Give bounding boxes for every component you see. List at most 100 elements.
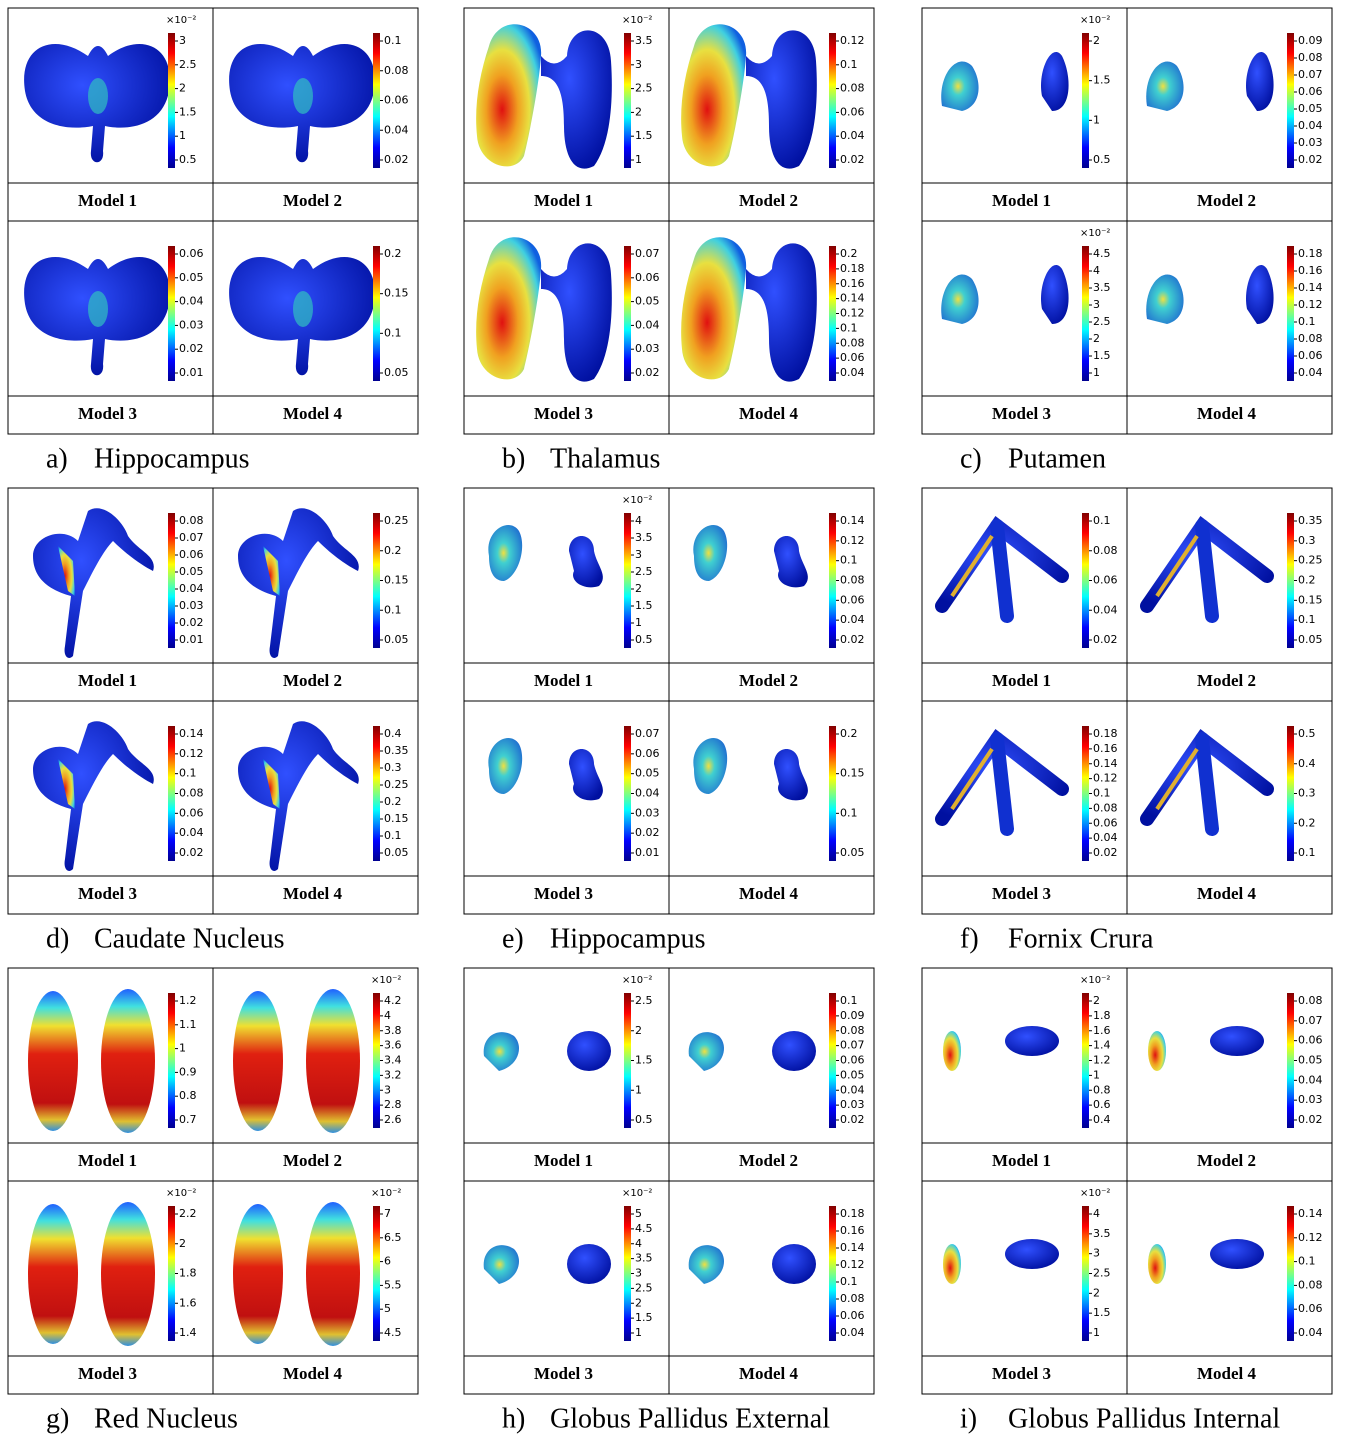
colorbar-tick-label: 0.08: [840, 1292, 865, 1305]
colorbar-tick-label: 0.08: [840, 82, 865, 95]
colorbar-tick-label: 0.12: [1093, 772, 1118, 785]
panel: 0.10.080.060.040.02Model 10.350.30.250.2…: [922, 488, 1332, 954]
model-label: Model 2: [1197, 1151, 1256, 1170]
region-shape: [101, 989, 155, 1133]
colorbar-tick-label: 0.12: [840, 307, 865, 320]
colorbar-tick-label: 3.6: [384, 1039, 402, 1052]
colorbar-tick-label: 0.3: [384, 761, 402, 774]
colorbar-tick-label: 0.04: [840, 1326, 865, 1339]
colorbar-tick-label: 0.14: [1093, 757, 1118, 770]
colorbar-tick-label: 0.2: [384, 544, 402, 557]
colorbar: [624, 993, 631, 1128]
colorbar-tick-label: 0.15: [1298, 593, 1323, 606]
colorbar-tick-label: 0.04: [384, 123, 409, 136]
colorbar-tick-label: 0.08: [1298, 51, 1323, 64]
colorbar: [1287, 1206, 1294, 1341]
colorbar-tick-label: 0.05: [384, 633, 409, 646]
colorbar-tick-label: 0.02: [179, 342, 204, 355]
region-shape: [1146, 275, 1183, 324]
colorbar-tick-label: 1.4: [179, 1326, 197, 1339]
colorbar-tick-label: 0.03: [1298, 136, 1323, 149]
colorbar-tick-label: 0.02: [1298, 1113, 1323, 1126]
colorbar-tick-label: 0.14: [840, 1241, 865, 1254]
colorbar-tick-label: 3.4: [384, 1054, 402, 1067]
region-shape: [997, 739, 1007, 829]
region-shape: [774, 749, 808, 800]
colorbar-tick-label: 0.18: [1093, 727, 1118, 740]
colorbar-tick-label: 0.03: [635, 342, 660, 355]
region-shape: [1041, 52, 1069, 111]
region-render: [238, 508, 359, 658]
colorbar-tick-label: 2: [1093, 1286, 1100, 1299]
colorbar-tick-label: 0.1: [1298, 1255, 1316, 1268]
colorbar-tick-label: 0.07: [179, 531, 204, 544]
colorbar-exponent: ×10⁻²: [166, 15, 196, 26]
region-render: [233, 989, 360, 1133]
region-shape: [997, 526, 1007, 616]
colorbar-tick-label: 0.12: [1298, 298, 1323, 311]
colorbar-tick-label: 0.5: [1093, 153, 1111, 166]
region-render: [24, 257, 170, 375]
colorbar-tick-label: 2.8: [384, 1098, 402, 1111]
colorbar-tick-label: 0.08: [840, 1024, 865, 1037]
region-shape: [1202, 526, 1212, 616]
colorbar-tick-label: 5: [635, 1207, 642, 1220]
region-shape: [693, 525, 727, 581]
colorbar-tick-label: 0.04: [635, 787, 660, 800]
region-render: [24, 44, 170, 162]
colorbar-tick-label: 1.1: [179, 1018, 197, 1031]
region-shape: [1210, 1026, 1264, 1056]
region-shape: [1146, 62, 1183, 111]
colorbar: [1287, 726, 1294, 861]
colorbar-tick-label: 2.5: [179, 58, 197, 71]
model-label: Model 2: [739, 671, 798, 690]
colorbar-tick-label: 3: [1093, 298, 1100, 311]
caption-label: a): [46, 443, 68, 474]
colorbar-tick-label: 1.5: [635, 129, 653, 142]
colorbar: [624, 513, 631, 648]
colorbar-tick-label: 0.14: [1298, 1207, 1323, 1220]
colorbar-tick-label: 0.06: [840, 105, 865, 118]
region-render: [942, 739, 1062, 829]
region-shape: [484, 1032, 519, 1071]
region-shape: [238, 721, 359, 871]
colorbar-tick-label: 0.8: [179, 1089, 197, 1102]
model-label: Model 3: [534, 404, 593, 423]
region-render: [1147, 739, 1267, 829]
region-render: [693, 738, 808, 800]
colorbar: [624, 1206, 631, 1341]
region-render: [689, 1244, 816, 1284]
colorbar-tick-label: 0.1: [384, 603, 402, 616]
model-label: Model 2: [739, 1151, 798, 1170]
caption-title: Hippocampus: [550, 923, 706, 954]
colorbar-tick-label: 0.18: [840, 262, 865, 275]
colorbar: [373, 513, 380, 648]
region-render: [476, 237, 612, 381]
colorbar-tick-label: 0.08: [384, 64, 409, 77]
colorbar-tick-label: 3.8: [384, 1024, 402, 1037]
model-label: Model 1: [78, 671, 137, 690]
colorbar-exponent: ×10⁻²: [1080, 228, 1110, 239]
colorbar-tick-label: 0.2: [840, 247, 858, 260]
colorbar-tick-label: 2: [1093, 332, 1100, 345]
colorbar-tick-label: 0.05: [384, 366, 409, 379]
colorbar-tick-label: 1: [1093, 1068, 1100, 1081]
colorbar-tick-label: 0.02: [840, 1113, 865, 1126]
colorbar-tick-label: 0.09: [840, 1009, 865, 1022]
region-shape: [772, 1031, 816, 1071]
colorbar: [168, 33, 175, 168]
colorbar-tick-label: 0.06: [1093, 816, 1118, 829]
colorbar-tick-label: 0.02: [1093, 633, 1118, 646]
colorbar-tick-label: 3.5: [1093, 281, 1111, 294]
colorbar-tick-label: 0.1: [840, 806, 858, 819]
colorbar-tick-label: 3.5: [635, 34, 653, 47]
colorbar-tick-label: 0.07: [840, 1039, 865, 1052]
colorbar-tick-label: 0.1: [1093, 787, 1111, 800]
colorbar-tick-label: 2.2: [179, 1207, 197, 1220]
colorbar-tick-label: 2.5: [1093, 1267, 1111, 1280]
colorbar-tick-label: 2: [635, 582, 642, 595]
region-render: [28, 1202, 155, 1346]
model-label: Model 4: [283, 404, 343, 423]
